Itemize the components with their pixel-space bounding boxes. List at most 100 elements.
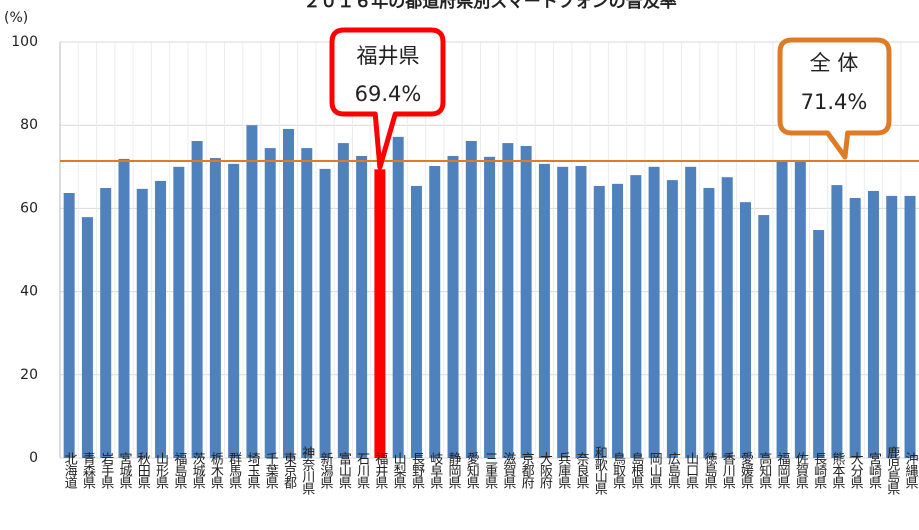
bar bbox=[136, 188, 148, 458]
bar bbox=[666, 180, 678, 458]
bar bbox=[740, 202, 751, 458]
x-tick-label: 高知県 bbox=[756, 451, 772, 489]
highlight-category: 福井県 bbox=[357, 44, 420, 68]
x-tick-label: 栃木県 bbox=[208, 452, 224, 489]
x-tick-label: 神奈川県 bbox=[299, 446, 315, 495]
bar bbox=[246, 125, 258, 458]
bar bbox=[447, 155, 459, 458]
x-tick-label: 福岡県 bbox=[775, 452, 791, 489]
y-tick-label: 0 bbox=[29, 450, 38, 466]
x-tick-label: 大分県 bbox=[848, 452, 864, 489]
bar bbox=[721, 177, 733, 458]
x-tick-label: 島根県 bbox=[628, 452, 644, 489]
x-tick-label: 京都府 bbox=[519, 452, 535, 490]
y-tick-label: 60 bbox=[20, 200, 38, 216]
x-tick-label: 福井県 bbox=[372, 452, 388, 489]
x-tick-label: 広島県 bbox=[665, 452, 681, 489]
bar bbox=[703, 188, 715, 459]
bar bbox=[301, 148, 313, 458]
x-tick-label: 滋賀県 bbox=[500, 452, 516, 489]
bar bbox=[410, 185, 422, 458]
bar bbox=[191, 141, 203, 458]
bar bbox=[337, 143, 349, 458]
chart-title: ２０１６年の都道府県別スマートフォンの普及率 bbox=[303, 0, 677, 12]
x-tick-label: 岐阜県 bbox=[427, 452, 443, 489]
bar bbox=[886, 195, 898, 459]
bar bbox=[904, 195, 916, 459]
bar bbox=[794, 160, 806, 458]
x-tick-label: 富山県 bbox=[336, 451, 352, 489]
y-axis-label: (%) bbox=[4, 10, 28, 26]
x-tick-label: 徳島県 bbox=[701, 452, 717, 489]
bar bbox=[100, 188, 112, 459]
bar bbox=[831, 185, 843, 458]
bar bbox=[356, 155, 368, 458]
bar bbox=[374, 169, 386, 458]
x-tick-label: 兵庫県 bbox=[555, 452, 571, 489]
x-tick-label: 佐賀県 bbox=[793, 452, 809, 489]
bar bbox=[118, 158, 130, 458]
bar bbox=[849, 198, 861, 458]
x-tick-label: 北海道 bbox=[62, 452, 78, 489]
bar bbox=[81, 217, 93, 458]
x-tick-label: 石川県 bbox=[354, 452, 370, 489]
x-tick-label: 愛知県 bbox=[464, 452, 480, 489]
y-tick-label: 80 bbox=[20, 117, 38, 133]
bar bbox=[867, 190, 879, 459]
reference-value-label: 71.4% bbox=[801, 90, 868, 114]
x-tick-label: 熊本県 bbox=[829, 451, 845, 489]
x-tick-label: 宮城県 bbox=[116, 451, 132, 489]
bar bbox=[593, 185, 605, 458]
x-tick-label: 宮崎県 bbox=[866, 451, 882, 489]
bar bbox=[264, 148, 276, 458]
bar bbox=[776, 161, 788, 459]
x-tick-label: 愛媛県 bbox=[738, 452, 754, 489]
x-tick-label: 長崎県 bbox=[811, 452, 827, 489]
x-tick-label: 山口県 bbox=[683, 452, 699, 489]
x-tick-label: 香川県 bbox=[720, 452, 736, 489]
bar bbox=[319, 168, 331, 458]
bar bbox=[465, 141, 477, 458]
bar bbox=[612, 183, 624, 458]
bar bbox=[173, 166, 185, 459]
bar bbox=[538, 163, 550, 458]
bar bbox=[392, 136, 404, 458]
x-tick-label: 山形県 bbox=[153, 452, 169, 489]
bar bbox=[520, 146, 532, 458]
x-tick-label: 青森県 bbox=[80, 452, 96, 489]
x-tick-label: 静岡県 bbox=[446, 452, 462, 489]
x-tick-label: 新潟県 bbox=[318, 451, 334, 489]
bar bbox=[429, 165, 441, 458]
x-tick-label: 福島県 bbox=[171, 452, 187, 489]
bar bbox=[575, 165, 587, 458]
x-tick-label: 群馬県 bbox=[226, 452, 242, 489]
bar bbox=[228, 163, 240, 458]
x-tick-label: 茨城県 bbox=[190, 452, 206, 489]
x-tick-label: 鹿児島県 bbox=[884, 445, 900, 495]
bar bbox=[813, 230, 825, 458]
x-tick-label: 秋田県 bbox=[135, 452, 151, 489]
reference-label: 全 体 bbox=[810, 51, 859, 75]
x-tick-label: 山梨県 bbox=[391, 452, 407, 489]
x-tick-label: 大阪府 bbox=[537, 452, 553, 490]
x-tick-label: 東京都 bbox=[281, 451, 297, 489]
bar bbox=[209, 158, 221, 458]
x-tick-label: 沖縄県 bbox=[903, 452, 919, 489]
y-tick-label: 20 bbox=[20, 367, 38, 383]
bar bbox=[502, 143, 514, 458]
y-tick-label: 100 bbox=[11, 34, 38, 50]
value-label: 69.4% bbox=[355, 82, 422, 106]
bar bbox=[648, 166, 660, 459]
x-tick-label: 和歌山県 bbox=[592, 446, 608, 495]
reference-callout bbox=[777, 37, 892, 160]
bar bbox=[758, 215, 770, 458]
highlight-callout bbox=[329, 27, 446, 170]
x-tick-label: 奈良県 bbox=[573, 452, 589, 489]
x-tick-label: 岡山県 bbox=[647, 452, 663, 489]
bar bbox=[630, 175, 642, 458]
bar bbox=[685, 166, 697, 459]
x-tick-label: 千葉県 bbox=[263, 452, 279, 489]
bar bbox=[484, 156, 496, 459]
x-tick-label: 三重県 bbox=[482, 452, 498, 489]
y-tick-label: 40 bbox=[20, 284, 38, 300]
